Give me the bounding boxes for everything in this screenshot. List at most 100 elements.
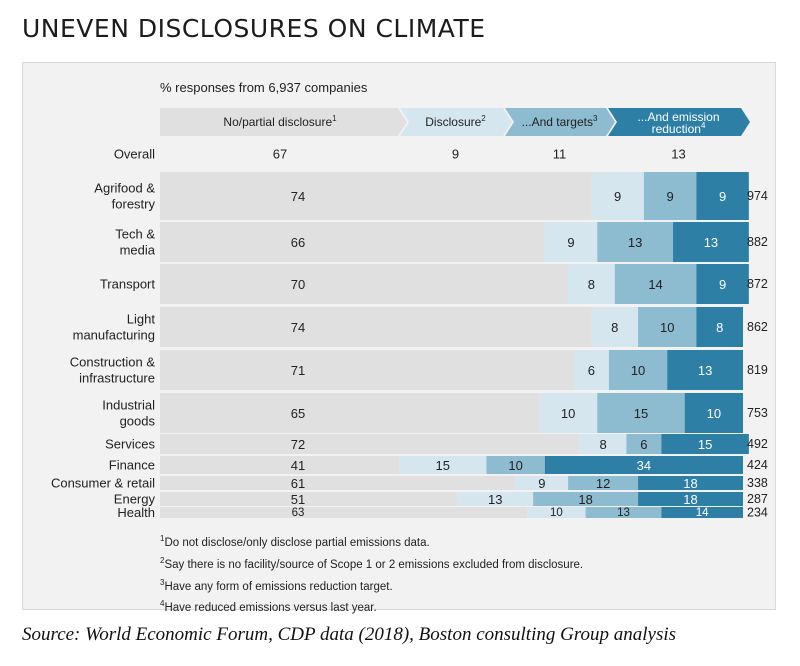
company-count: 492 [747,437,768,451]
bar-value-label: 13 [698,363,712,378]
bar-value-label: 10 [550,507,563,519]
bar-value-label: 13 [617,507,630,519]
footnote-2: 2Say there is no facility/source of Scop… [160,555,584,571]
header-label-1: No/partial disclosure1 [223,114,337,130]
footnote-4: 4Have reduced emissions versus last year… [160,599,377,615]
header-label-4-line2: reduction4 [652,121,706,137]
bar-value-label: 65 [291,406,305,421]
row-label-overall: Overall [114,147,155,162]
bar-segment-2 [538,393,598,433]
row-label: infrastructure [79,371,155,386]
footnote-3: 3Have any form of emissions reduction ta… [160,577,393,593]
bar-value-label: 10 [561,406,575,421]
bar-value-label: 9 [719,189,726,204]
bar-value-label: 34 [637,458,651,473]
bar-segment-3 [486,456,545,474]
bar-value-label: 6 [640,437,647,452]
bar-value-label: 71 [291,363,305,378]
bar-value-label: 74 [291,189,305,204]
bar-value-label: 8 [599,437,606,452]
row-label: media [120,243,156,258]
bar-segment-3 [614,264,697,304]
bar-value-label: 10 [508,458,522,473]
company-count: 424 [747,458,768,472]
bar-segment-4 [696,307,743,347]
bar-segment-1 [160,350,574,390]
row-label: Finance [109,458,155,473]
bar-value-label: 61 [291,476,305,491]
bar-value-label: 14 [648,277,662,292]
row-label: manufacturing [73,328,155,343]
bar-segment-4 [544,456,743,474]
bar-segment-1 [160,507,528,518]
bar-segment-1 [160,393,539,433]
bar-value-label: 13 [704,235,718,250]
bar-segment-1 [160,307,592,347]
bar-value-label: 12 [596,476,610,491]
bar-segment-3 [585,507,662,518]
bar-value-label: 15 [634,406,648,421]
bar-segment-2 [457,492,534,506]
bar-value-label: 9 [538,476,545,491]
bar-segment-2 [399,456,487,474]
bar-value-label: 51 [291,492,305,507]
row-label: Construction & [70,355,156,370]
bar-segment-3 [597,393,685,433]
bar-value-label: 18 [683,492,697,507]
bar-segment-1 [160,434,580,454]
bar-value-label: 6 [588,363,595,378]
row-label: Energy [114,492,156,507]
bar-segment-3 [597,222,674,262]
bar-value-label: 10 [707,406,721,421]
bar-segment-4 [661,507,743,518]
bar-segment-2 [591,172,644,220]
company-count: 872 [747,277,768,291]
bar-segment-3 [608,350,668,390]
row-label: Transport [100,277,156,292]
header-chevron-3 [505,108,615,136]
bar-segment-2 [573,350,609,390]
header-label-3: ...And targets3 [522,114,598,130]
bar-value-label: 18 [578,492,592,507]
row-label: forestry [112,197,156,212]
bar-value-label: 13 [488,492,502,507]
bar-segment-1 [160,456,400,474]
bar-segment-3 [638,307,697,347]
row-label: Light [127,312,156,327]
bar-segment-2 [515,476,569,490]
bar-segment-2 [579,434,627,454]
bar-value-label: 70 [291,277,305,292]
company-count: 862 [747,320,768,334]
overall-value-2: 9 [452,147,459,162]
row-label: Tech & [115,227,155,242]
row-label: Services [105,437,155,452]
overall-value-3: 11 [553,147,567,162]
header-label-2: Disclosure2 [425,114,486,130]
bar-value-label: 10 [631,363,645,378]
bar-value-label: 8 [611,320,618,335]
header-chevron-4 [608,108,750,136]
bar-value-label: 8 [716,320,723,335]
bar-value-label: 15 [436,458,450,473]
row-label: Health [117,505,155,520]
source-note: Source: World Economic Forum, CDP data (… [22,624,677,645]
header-label-4: ...And emission [637,110,719,124]
company-count: 753 [747,406,768,420]
bar-segment-1 [160,222,545,262]
row-label: Consumer & retail [51,476,155,491]
bar-value-label: 15 [698,437,712,452]
bar-segment-4 [696,264,749,304]
page-title: UNEVEN DISCLOSURES ON CLIMATE [22,14,486,43]
bar-segment-1 [160,476,516,490]
bar-segment-2 [527,507,586,518]
bar-segment-1 [160,492,458,506]
bar-value-label: 9 [614,189,621,204]
bar-segment-1 [160,264,569,304]
header-chevron-2 [400,108,512,136]
bar-value-label: 13 [628,235,642,250]
bar-value-label: 74 [291,320,305,335]
company-count: 974 [747,189,768,203]
bar-segment-4 [638,492,743,506]
company-count: 338 [747,476,768,490]
